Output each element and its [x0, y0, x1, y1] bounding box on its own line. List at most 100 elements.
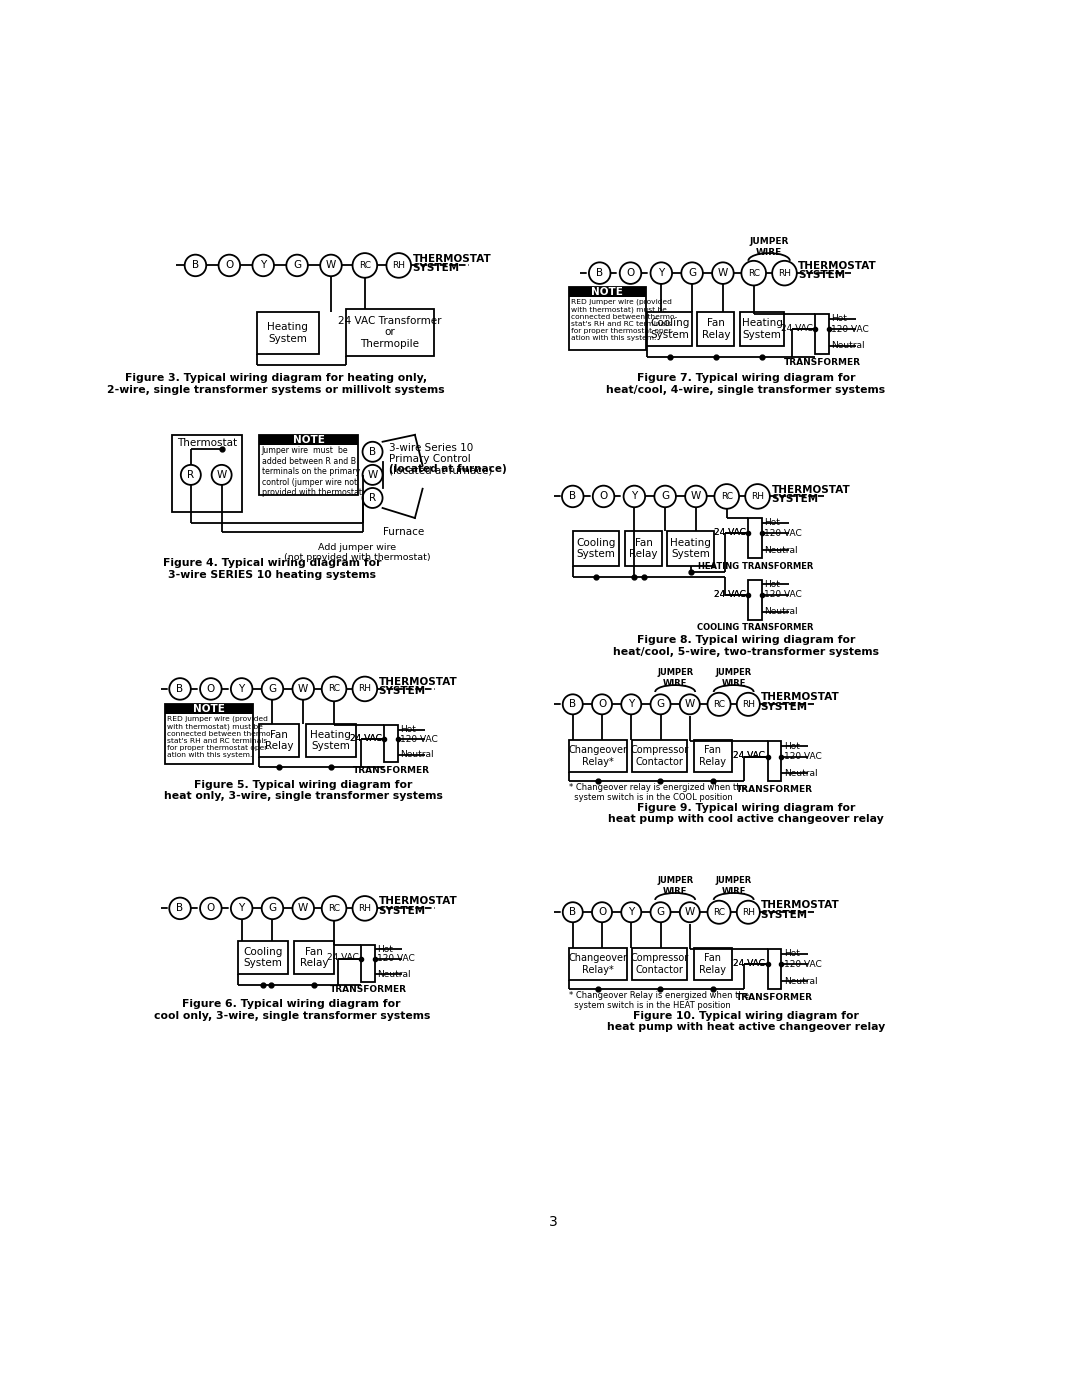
Text: 24 VAC: 24 VAC [714, 590, 746, 598]
Bar [384, 725, 397, 763]
Text: R: R [369, 493, 376, 503]
Bar [259, 434, 357, 495]
Text: W: W [691, 492, 701, 502]
Text: O: O [598, 700, 606, 710]
Text: Hot: Hot [784, 950, 799, 958]
Text: SYSTEM: SYSTEM [771, 493, 819, 504]
Text: Heating
System: Heating System [670, 538, 711, 559]
Bar [572, 531, 619, 566]
Text: THERMOSTAT: THERMOSTAT [379, 678, 458, 687]
Text: Figure 5. Typical wiring diagram for
heat only, 3-wire, single transformer syste: Figure 5. Typical wiring diagram for hea… [164, 780, 443, 802]
Text: W: W [298, 685, 309, 694]
Text: 24 VAC: 24 VAC [733, 752, 766, 760]
Text: G: G [269, 685, 276, 694]
Text: (located at furnace): (located at furnace) [389, 464, 507, 474]
Text: Figure 8. Typical wiring diagram for
heat/cool, 5-wire, two-transformer systems: Figure 8. Typical wiring diagram for hea… [613, 636, 879, 657]
Bar [693, 947, 732, 979]
Bar [569, 286, 646, 351]
Text: G: G [293, 260, 301, 271]
Bar [693, 740, 732, 773]
Bar [569, 947, 626, 979]
Text: 120 VAC: 120 VAC [784, 752, 822, 761]
Bar [768, 742, 782, 781]
Text: Cooling
System: Cooling System [243, 947, 283, 968]
Text: O: O [206, 685, 215, 694]
Text: R: R [187, 469, 194, 481]
Text: Figure 9. Typical wiring diagram for
heat pump with cool active changeover relay: Figure 9. Typical wiring diagram for hea… [608, 803, 883, 824]
Text: 24 VAC: 24 VAC [733, 960, 766, 968]
Text: B: B [569, 492, 577, 502]
Text: Y: Y [239, 685, 245, 694]
Bar [625, 531, 662, 566]
Text: THERMOSTAT: THERMOSTAT [771, 485, 850, 495]
Text: Neutral: Neutral [401, 750, 434, 759]
Text: 120 VAC: 120 VAC [765, 591, 802, 599]
Bar [569, 740, 626, 773]
Bar [238, 942, 288, 974]
Text: B: B [176, 685, 184, 694]
Text: B: B [192, 260, 199, 271]
Text: JUMPER
WIRE: JUMPER WIRE [657, 668, 693, 687]
Text: Neutral: Neutral [377, 970, 410, 979]
Text: Neutral: Neutral [784, 768, 818, 778]
Text: Fan
Relay: Fan Relay [700, 953, 727, 975]
Bar [748, 518, 762, 557]
Text: W: W [298, 904, 309, 914]
Text: Jumper wire  must  be
added between R and B
terminals on the primary
control (ju: Jumper wire must be added between R and … [261, 447, 364, 497]
Text: G: G [661, 492, 670, 502]
Text: 24 VAC: 24 VAC [714, 528, 746, 536]
Text: B: B [176, 904, 184, 914]
Text: Compressor
Contactor: Compressor Contactor [631, 953, 689, 975]
Text: SYSTEM: SYSTEM [760, 909, 808, 919]
Text: B: B [569, 700, 577, 710]
Bar [259, 725, 299, 757]
Bar [164, 704, 253, 714]
Text: 120 VAC: 120 VAC [784, 960, 822, 970]
Text: O: O [599, 492, 608, 502]
Bar [632, 740, 688, 773]
Text: TRANSFORMER: TRANSFORMER [784, 358, 861, 367]
Text: RH: RH [359, 685, 372, 693]
Text: 24 VAC Transformer
or
Thermopile: 24 VAC Transformer or Thermopile [338, 316, 442, 349]
Text: JUMPER
WIRE: JUMPER WIRE [716, 668, 752, 687]
Bar [173, 434, 242, 511]
Bar [740, 312, 784, 346]
Text: TRANSFORMER: TRANSFORMER [329, 985, 406, 995]
Bar [306, 725, 355, 757]
Text: O: O [598, 907, 606, 918]
Text: W: W [367, 469, 378, 481]
Text: O: O [226, 260, 233, 271]
Text: Y: Y [658, 268, 664, 278]
Text: 24 VAC: 24 VAC [327, 953, 359, 963]
Bar [346, 309, 434, 356]
Text: O: O [206, 904, 215, 914]
Text: Heating
System: Heating System [268, 321, 308, 344]
Text: Changeover
Relay*: Changeover Relay* [568, 745, 627, 767]
Text: 3: 3 [549, 1215, 558, 1229]
Text: JUMPER
WIRE: JUMPER WIRE [750, 237, 788, 257]
Text: Y: Y [629, 700, 634, 710]
Text: SYSTEM: SYSTEM [379, 905, 426, 915]
Text: RH: RH [392, 261, 405, 270]
Bar [257, 312, 319, 353]
Bar [569, 286, 646, 298]
Text: JUMPER
WIRE: JUMPER WIRE [657, 876, 693, 895]
Text: RH: RH [751, 492, 764, 502]
Text: W: W [216, 469, 227, 481]
Text: HEATING TRANSFORMER: HEATING TRANSFORMER [698, 562, 813, 571]
Text: Y: Y [239, 904, 245, 914]
Text: Cooling
System: Cooling System [650, 319, 689, 339]
Text: SYSTEM: SYSTEM [798, 271, 846, 281]
Text: Cooling
System: Cooling System [576, 538, 616, 559]
Text: G: G [269, 904, 276, 914]
Text: RC: RC [328, 685, 340, 693]
Text: 3-wire Series 10
Primary Control
(located at furnace): 3-wire Series 10 Primary Control (locate… [389, 443, 492, 476]
Text: RC: RC [713, 908, 725, 916]
Text: 24 VAC: 24 VAC [714, 590, 746, 598]
Text: 24 VAC: 24 VAC [733, 960, 766, 968]
Text: G: G [688, 268, 697, 278]
Text: 120 VAC: 120 VAC [832, 324, 869, 334]
Text: TRANSFORMER: TRANSFORMER [735, 993, 813, 1002]
Text: RC: RC [720, 492, 732, 502]
Bar [768, 949, 782, 989]
